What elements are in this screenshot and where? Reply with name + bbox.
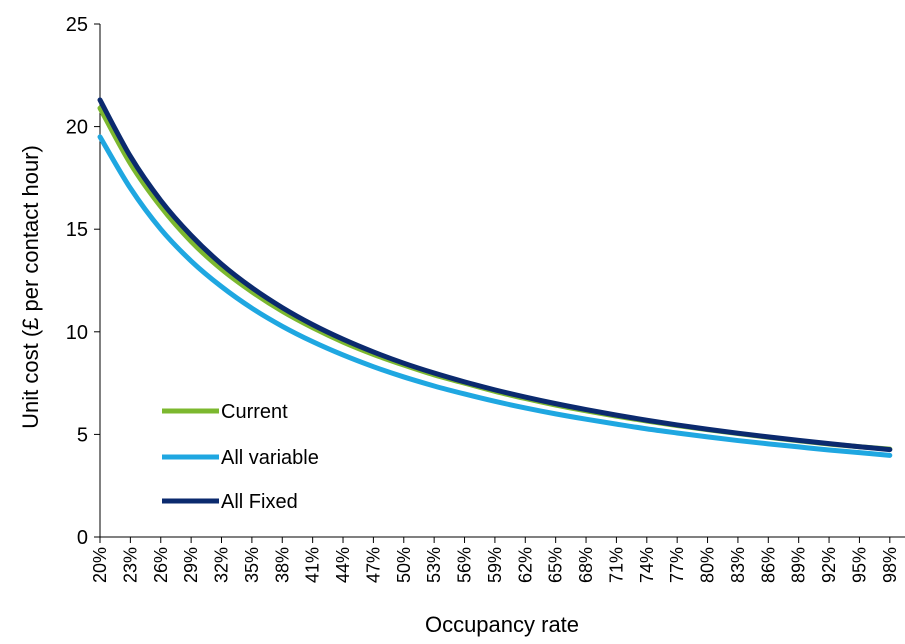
axes: 0 5 10 15 20 25 20% 23% 26% 29% 32% 35% 38% 41% 44% 47%… [66, 14, 905, 583]
legend: Current All variable All Fixed [162, 401, 319, 513]
x-tick-label: 26% [151, 547, 171, 583]
x-tick-label: 68% [576, 547, 596, 583]
x-tick-label: 98% [880, 547, 900, 583]
x-tick-label: 44% [333, 547, 353, 583]
y-axis-label: Unit cost (£ per contact hour) [18, 145, 43, 429]
y-tick-label: 10 [66, 322, 88, 344]
y-tick-label: 5 [77, 424, 88, 446]
x-tick-label: 92% [819, 547, 839, 583]
x-tick-label: 71% [606, 547, 626, 583]
x-tick-label: 65% [546, 547, 566, 583]
x-tick-label: 38% [272, 547, 292, 583]
y-tick-label: 25 [66, 14, 88, 36]
x-tick-label: 20% [90, 547, 110, 583]
x-tick-label: 56% [455, 547, 475, 583]
y-tick-label: 15 [66, 219, 88, 241]
legend-label-all-variable: All variable [221, 447, 319, 469]
x-tick-label: 77% [667, 547, 687, 583]
x-tick-label: 53% [424, 547, 444, 583]
x-tick-label: 23% [120, 547, 140, 583]
x-tick-label: 74% [637, 547, 657, 583]
x-tick-label: 50% [394, 547, 414, 583]
x-tick-label: 41% [303, 547, 323, 583]
series-line-all-fixed [97, 97, 893, 453]
x-tick-label: 89% [789, 547, 809, 583]
series-layer [97, 97, 893, 458]
x-axis-label: Occupancy rate [425, 612, 579, 637]
x-tick-label: 95% [849, 547, 869, 583]
x-tick-label: 59% [485, 547, 505, 583]
x-tick-label: 80% [698, 547, 718, 583]
series-line-all-variable [97, 134, 893, 458]
y-tick-label: 0 [77, 527, 88, 549]
legend-label-all-fixed: All Fixed [221, 491, 298, 513]
x-tick-label: 86% [758, 547, 778, 583]
x-tick-label: 83% [728, 547, 748, 583]
legend-label-current: Current [221, 401, 288, 423]
x-tick-label: 29% [181, 547, 201, 583]
y-tick-label: 20 [66, 117, 88, 139]
x-tick-label: 62% [515, 547, 535, 583]
series-line-current [97, 105, 893, 452]
x-tick-label: 32% [212, 547, 232, 583]
x-tick-label: 47% [363, 547, 383, 583]
x-tick-label: 35% [242, 547, 262, 583]
